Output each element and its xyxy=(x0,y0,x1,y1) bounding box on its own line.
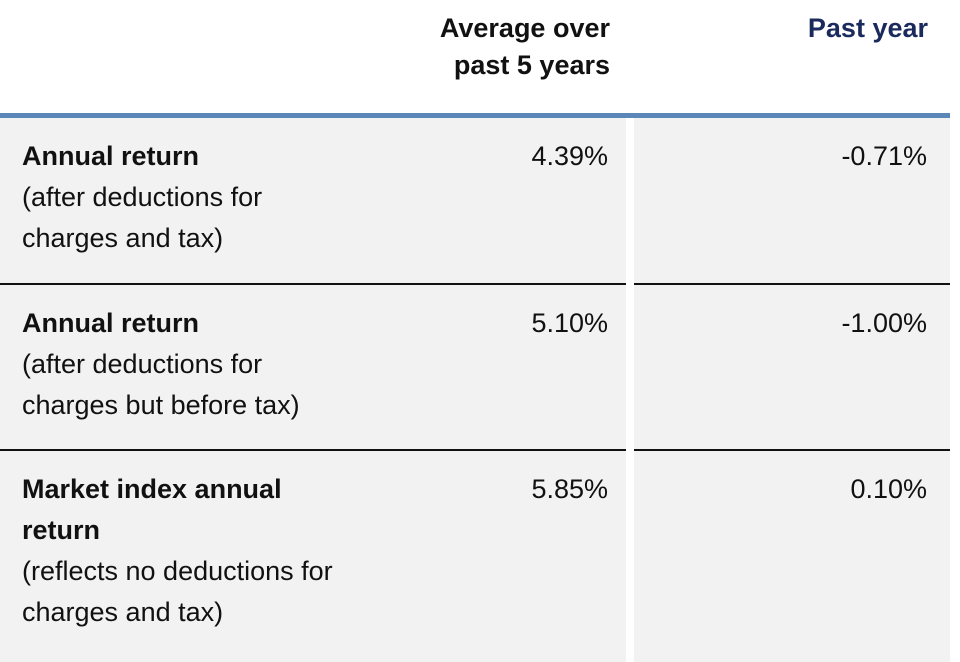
row-rule xyxy=(0,449,626,451)
panel xyxy=(0,118,626,662)
value: 5.10% xyxy=(531,308,608,338)
column-header: Average over past 5 years xyxy=(439,13,610,80)
note: (reflects no deductions for charges and … xyxy=(22,556,333,627)
column-header: Past year xyxy=(807,13,928,43)
row-label: Annual return (after deductions for charg… xyxy=(22,136,352,259)
row-label: Annual return (after deductions for charg… xyxy=(22,303,352,426)
row-label: Market index annual return (reflects no d… xyxy=(22,469,352,633)
row-rule xyxy=(634,449,950,451)
panel xyxy=(634,118,950,662)
header-rule xyxy=(0,113,950,118)
value: 0.10% xyxy=(850,474,927,504)
note: (after deductions for charges and tax) xyxy=(22,182,263,253)
row-rule xyxy=(0,283,626,285)
label: Market index annual return xyxy=(22,474,282,545)
value: 4.39% xyxy=(531,141,608,171)
label: Annual return xyxy=(22,308,200,338)
label: Annual return xyxy=(22,141,200,171)
note: (after deductions for charges but before… xyxy=(22,349,300,420)
row-rule xyxy=(634,283,950,285)
value: 5.85% xyxy=(531,474,608,504)
value: -1.00% xyxy=(841,308,927,338)
value: -0.71% xyxy=(841,141,927,171)
